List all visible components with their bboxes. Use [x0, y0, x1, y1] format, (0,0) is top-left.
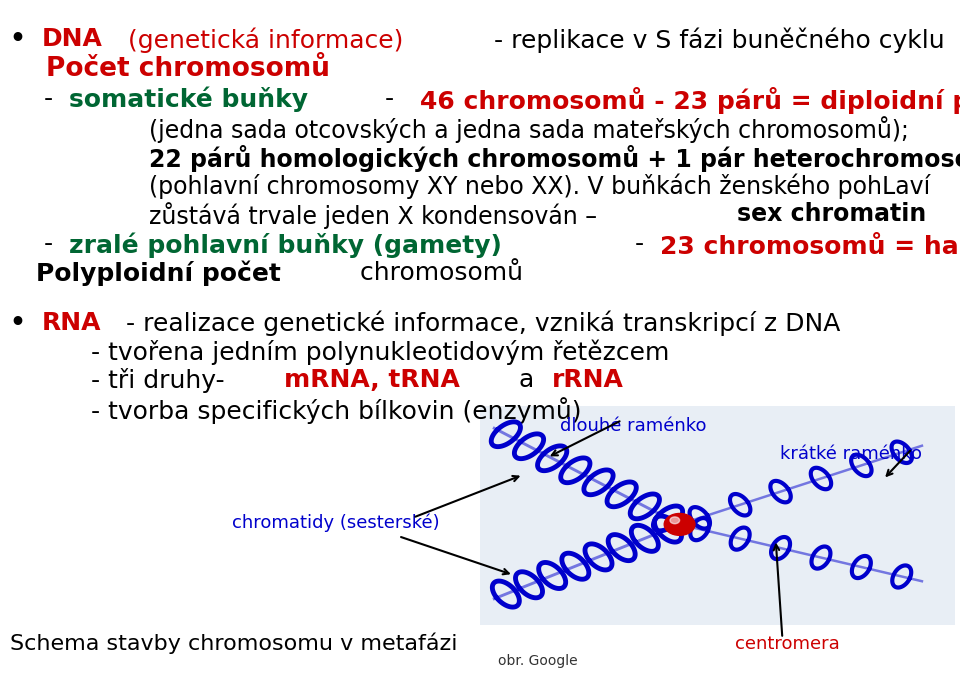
Text: Schema stavby chromosomu v metafázi: Schema stavby chromosomu v metafázi: [10, 633, 457, 654]
Text: zůstává trvale jeden X kondensován –: zůstává trvale jeden X kondensován –: [149, 202, 604, 229]
Text: RNA: RNA: [41, 311, 101, 335]
Text: (jedna sada otcovských a jedna sada mateřských chromosomů);: (jedna sada otcovských a jedna sada mate…: [149, 116, 909, 143]
Text: DNA: DNA: [41, 27, 103, 51]
Text: 46 chromosomů - 23 párů = diploidní počet - 2n: 46 chromosomů - 23 párů = diploidní poče…: [420, 87, 960, 114]
Text: 22 párů homologických chromosomů + 1 pár heterochromosomů: 22 párů homologických chromosomů + 1 pár…: [149, 145, 960, 172]
Text: Polyploidní počet: Polyploidní počet: [36, 261, 281, 286]
Text: obr. Google: obr. Google: [498, 654, 577, 668]
Circle shape: [664, 514, 695, 535]
Text: •: •: [10, 27, 35, 51]
Text: - tvorba specifických bílkovin (enzymů): - tvorba specifických bílkovin (enzymů): [91, 397, 582, 423]
Text: dlouhé raménko: dlouhé raménko: [561, 417, 707, 434]
Text: -: -: [628, 232, 653, 256]
Text: a: a: [512, 368, 542, 392]
Text: - realizace genetické informace, vzniká transkripcí z DNA: - realizace genetické informace, vzniká …: [118, 311, 841, 336]
Text: (pohlavní chromosomy XY nebo XX). V buňkách ženského pohLaví: (pohlavní chromosomy XY nebo XX). V buňk…: [149, 173, 930, 199]
Text: chromosomů: chromosomů: [352, 261, 523, 285]
Text: - replikace v S fázi buněčného cyklu: - replikace v S fázi buněčného cyklu: [486, 27, 945, 53]
Text: sex chromatin: sex chromatin: [736, 202, 925, 226]
Text: centromera: centromera: [734, 635, 840, 653]
Text: •: •: [10, 311, 35, 335]
Text: mRNA, tRNA: mRNA, tRNA: [284, 368, 460, 392]
Text: -: -: [36, 232, 61, 256]
Text: zralé pohlavní buňky (gamety): zralé pohlavní buňky (gamety): [69, 232, 502, 257]
Text: -: -: [377, 87, 411, 111]
Circle shape: [670, 517, 680, 524]
Text: somatické buňky: somatické buňky: [69, 87, 308, 112]
Text: - tři druhy-: - tři druhy-: [91, 368, 241, 393]
Text: -: -: [36, 87, 61, 111]
Text: krátké raménko: krátké raménko: [780, 445, 922, 463]
Text: chromatidy (sesterské): chromatidy (sesterské): [232, 514, 440, 532]
Bar: [480, 406, 955, 625]
Text: 23 chromosomů = haploidní počet -1n: 23 chromosomů = haploidní počet -1n: [660, 232, 960, 260]
Text: Počet chromosomů: Počet chromosomů: [46, 56, 330, 82]
Text: - tvořena jedním polynukleotidovým řetězcem: - tvořena jedním polynukleotidovým řetěz…: [91, 339, 669, 365]
Text: rRNA: rRNA: [552, 368, 623, 392]
Text: (genetická informace): (genetická informace): [120, 27, 403, 53]
